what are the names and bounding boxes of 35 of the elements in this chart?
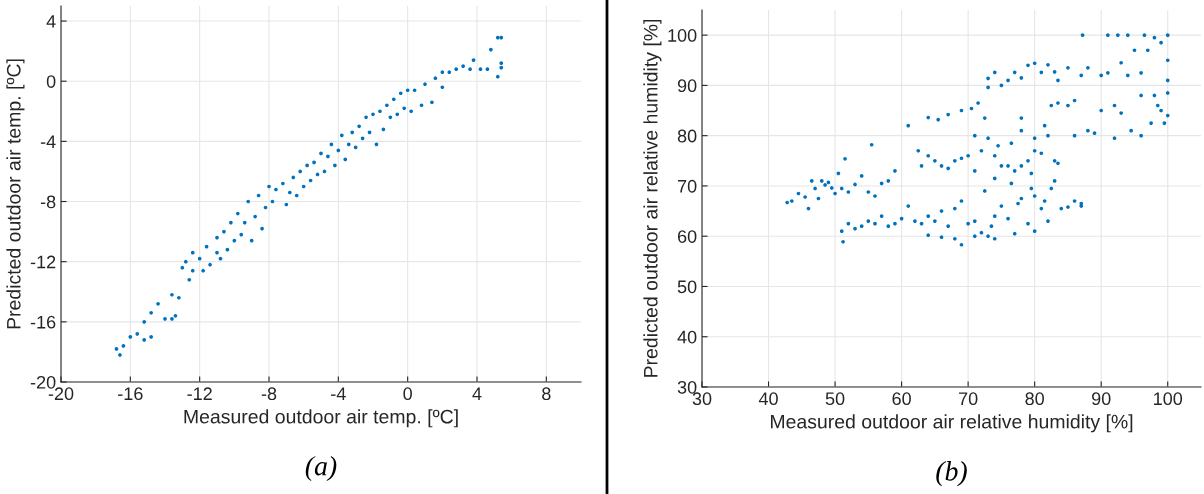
y-tick-label: 0 — [46, 75, 56, 88]
x-tick-label: 60 — [892, 392, 911, 406]
x-tick-label: -8 — [261, 387, 277, 401]
x-tick-label: 40 — [758, 392, 778, 406]
x-axis-title: Measured outdoor air temp. [ºC] — [184, 409, 458, 428]
y-tick-label: 100 — [668, 29, 697, 42]
y-axis-title: Predicted outdoor air relative humidity [%] — [643, 19, 662, 377]
y-tick-label: 60 — [677, 230, 697, 243]
y-tick-label: -8 — [40, 195, 56, 209]
x-tick-label: 30 — [692, 392, 712, 406]
x-tick-label: 80 — [1025, 392, 1044, 406]
y-axis-title: Predicted outdoor air temp. [ºC] — [6, 59, 25, 329]
x-tick-label: -12 — [187, 387, 212, 400]
x-tick-label: 0 — [403, 387, 412, 401]
x-tick-label: 50 — [825, 392, 845, 406]
y-tick-label: 90 — [677, 79, 697, 93]
y-tick-label: -16 — [30, 315, 56, 329]
x-tick-label: -4 — [331, 387, 346, 400]
y-tick-label: -20 — [30, 375, 56, 389]
y-tick-label: 50 — [677, 280, 697, 294]
x-tick-label: 100 — [1154, 392, 1183, 406]
y-tick-label: -4 — [40, 135, 56, 148]
x-tick-label: 70 — [959, 392, 978, 406]
x-tick-label: -16 — [118, 387, 143, 401]
y-tick-label: 70 — [677, 179, 697, 193]
y-tick-label: 40 — [677, 330, 697, 344]
x-tick-label: 90 — [1092, 392, 1111, 406]
text: (a) — [305, 455, 337, 482]
x-tick-label: 8 — [542, 387, 551, 401]
x-axis-title: Measured outdoor air relative humidity [%] — [771, 414, 1133, 433]
y-tick-label: -12 — [30, 255, 56, 269]
x-tick-label: 4 — [472, 387, 482, 400]
text: (b) — [936, 461, 967, 487]
y-tick-label: 4 — [46, 15, 56, 28]
y-tick-label: 80 — [677, 129, 697, 143]
